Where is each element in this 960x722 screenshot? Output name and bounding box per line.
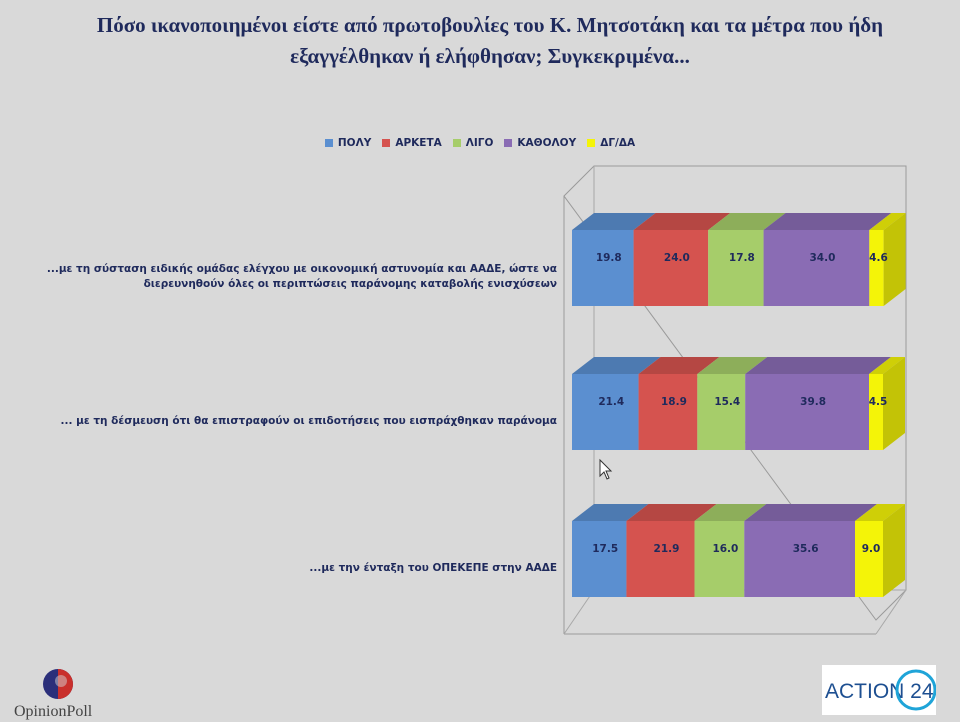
bar-top-face xyxy=(572,357,661,374)
bar-segment xyxy=(855,504,905,597)
legend-swatch xyxy=(504,139,513,147)
bar-front-face xyxy=(697,374,746,450)
legend-swatch xyxy=(324,139,333,147)
bar-segment xyxy=(744,504,878,597)
bar-top-face xyxy=(869,357,905,374)
bar-segment xyxy=(633,213,731,306)
opinionpoll-logo: OpinionPoll xyxy=(14,669,93,720)
bar-front-face xyxy=(855,521,883,597)
bar-segment xyxy=(869,213,906,306)
data-label: 4.6 xyxy=(869,252,888,264)
data-label: 34.0 xyxy=(809,252,835,264)
bar-segment xyxy=(638,357,720,450)
bar-top-face xyxy=(638,357,720,374)
data-label: 39.8 xyxy=(800,396,826,408)
bar-front-face xyxy=(572,374,639,450)
bar-front-face xyxy=(745,374,870,450)
bar-front-face xyxy=(626,521,695,597)
category-label: ... με τη δέσμευση ότι θα επιστραφούν οι… xyxy=(60,415,557,427)
bar-segment xyxy=(869,357,905,450)
bar-front-face xyxy=(744,521,856,597)
data-label: 17.5 xyxy=(592,543,618,555)
bar-side-face xyxy=(883,357,905,450)
data-label: 4.5 xyxy=(869,396,888,408)
data-label: 35.6 xyxy=(793,543,819,555)
category-label: ...με την ένταξη του ΟΠΕΚΕΠΕ στην ΑΑΔΕ xyxy=(309,562,557,574)
bar-segment xyxy=(745,357,892,450)
bar-segment xyxy=(697,357,768,450)
action24-logo: ACTION 24 xyxy=(822,665,936,715)
bar-segment xyxy=(763,213,892,306)
bar-top-face xyxy=(572,213,656,230)
category-label: ...με τη σύσταση ειδικής ομάδας ελέγχου … xyxy=(46,263,557,290)
legend-label: ΚΑΘΟΛΟΥ xyxy=(517,137,577,149)
legend-swatch xyxy=(587,139,596,147)
legend-swatch xyxy=(452,139,461,147)
bar-front-face xyxy=(708,230,764,306)
bar-segment xyxy=(572,504,649,597)
bar-segment xyxy=(694,504,767,597)
legend-item: ΠΟΛΥ xyxy=(324,137,372,149)
legend-item: ΔΓ/ΔΑ xyxy=(587,137,635,149)
legend-item: ΚΑΘΟΛΟΥ xyxy=(504,137,576,149)
bar-top-face xyxy=(763,213,892,230)
data-label: 18.9 xyxy=(661,396,687,408)
bar-front-face xyxy=(763,230,870,306)
bar-front-face xyxy=(638,374,698,450)
bar-front-face xyxy=(572,230,634,306)
data-label: 16.0 xyxy=(712,543,738,555)
bar-segment xyxy=(572,357,661,450)
chart-legend: ΠΟΛΥ ΑΡΚΕΤΑ ΛΙΓΟ ΚΑΘΟΛΟΥ ΔΓ/ΔΑ xyxy=(0,137,960,149)
bar-segment xyxy=(708,213,786,306)
bar-top-face xyxy=(745,357,892,374)
bar-top-face xyxy=(633,213,731,230)
legend-label: ΠΟΛΥ xyxy=(337,137,372,149)
legend-label: ΑΡΚΕΤΑ xyxy=(395,137,442,149)
bar-top-face xyxy=(744,504,878,521)
bar-top-face xyxy=(855,504,905,521)
bar-front-face xyxy=(694,521,745,597)
bar-side-face xyxy=(883,504,905,597)
data-label: 9.0 xyxy=(862,543,881,555)
chart-frame-edge xyxy=(875,589,907,635)
data-label: 15.4 xyxy=(714,396,740,408)
bar-front-face xyxy=(633,230,709,306)
legend-item: ΑΡΚΕΤΑ xyxy=(382,137,442,149)
mouse-cursor-icon xyxy=(599,458,613,480)
opinionpoll-logo-text: OpinionPoll xyxy=(14,703,93,720)
bar-front-face xyxy=(869,374,883,450)
chart-bars: 19.8 24.0 17.8 34.0 4.6 21.4 18.9 15.4 39.8 4.5 17… xyxy=(572,213,906,597)
legend-item: ΛΙΓΟ xyxy=(452,137,494,149)
action24-logo-text: ACTION 24 xyxy=(825,680,934,703)
legend-swatch xyxy=(382,139,391,147)
data-label: 21.4 xyxy=(598,396,624,408)
data-label: 19.8 xyxy=(596,252,622,264)
bar-top-face xyxy=(708,213,786,230)
bar-front-face xyxy=(869,230,884,306)
data-label: 17.8 xyxy=(729,252,755,264)
bar-top-face xyxy=(572,504,649,521)
chart-frame-edge xyxy=(563,589,595,635)
legend-label: ΔΓ/ΔΑ xyxy=(600,137,636,149)
legend-label: ΛΙΓΟ xyxy=(465,137,494,149)
bar-top-face xyxy=(697,357,768,374)
bar-segment xyxy=(626,504,717,597)
bar-side-face xyxy=(883,213,906,306)
bar-segment xyxy=(572,213,656,306)
bar-top-face xyxy=(626,504,717,521)
bar-top-face xyxy=(869,213,906,230)
chart-title: Πόσο ικανοποιημένοι είστε από πρωτοβουλί… xyxy=(96,13,884,68)
bar-top-face xyxy=(694,504,767,521)
bar-front-face xyxy=(572,521,627,597)
data-label: 24.0 xyxy=(664,252,690,264)
data-label: 21.9 xyxy=(654,543,680,555)
